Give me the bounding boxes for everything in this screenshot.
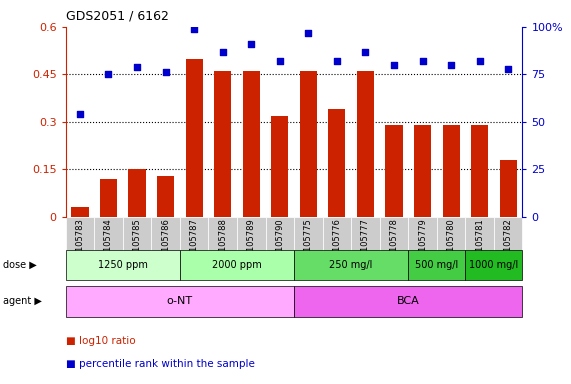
Bar [414,125,431,217]
Text: GDS2051 / 6162: GDS2051 / 6162 [66,10,168,23]
Point [304,30,313,36]
Bar [186,59,203,217]
Point [75,111,85,118]
Bar [328,109,345,217]
Point [475,58,484,64]
Text: agent ▶: agent ▶ [3,296,42,306]
Bar [471,125,488,217]
Point [104,71,113,78]
Bar [300,71,317,217]
Bar [128,169,146,217]
Point [361,48,370,55]
Bar [443,125,460,217]
Point [418,58,427,64]
Text: 1000 mg/l: 1000 mg/l [469,260,518,270]
Point [132,64,142,70]
Bar [385,125,403,217]
Point [218,48,227,55]
Point [389,62,399,68]
Point [447,62,456,68]
Point [190,26,199,32]
Text: ■ log10 ratio: ■ log10 ratio [66,336,135,346]
Text: 1250 ppm: 1250 ppm [98,260,148,270]
Text: BCA: BCA [397,296,420,306]
Point [275,58,284,64]
Bar [357,71,374,217]
Point [332,58,341,64]
Bar [271,116,288,217]
Text: 500 mg/l: 500 mg/l [415,260,459,270]
Bar [243,71,260,217]
Bar [214,71,231,217]
Point [247,41,256,47]
Text: o-NT: o-NT [167,296,193,306]
Bar [500,160,517,217]
Bar [157,176,174,217]
Bar [71,207,89,217]
Text: ■ percentile rank within the sample: ■ percentile rank within the sample [66,359,255,369]
Text: dose ▶: dose ▶ [3,260,37,270]
Text: 250 mg/l: 250 mg/l [329,260,373,270]
Text: 2000 ppm: 2000 ppm [212,260,262,270]
Bar [100,179,117,217]
Point [161,70,170,76]
Point [504,66,513,72]
